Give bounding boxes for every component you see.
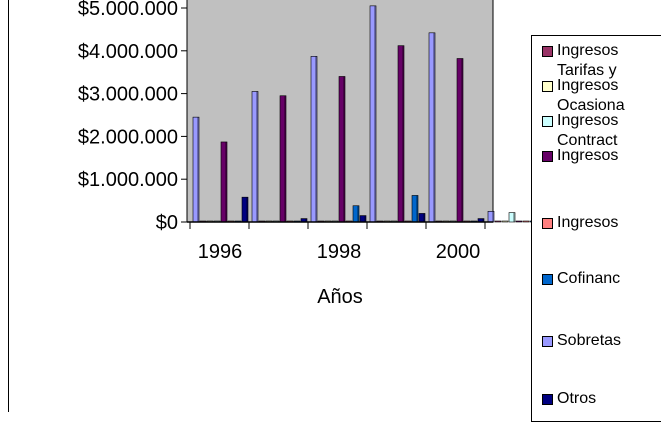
legend-label: Otros	[557, 390, 597, 407]
bar-shade	[246, 197, 248, 222]
legend-label: Ingresos	[557, 42, 619, 59]
x-tick-label: 1998	[317, 241, 362, 263]
plot-area: $0 $1.000.000 $2.000.000 $3.000.000 $4.000.0…	[78, 0, 545, 263]
legend-item-continuation: Ocasiona	[557, 97, 625, 114]
legend-item-continuation: Tarifas y	[557, 62, 617, 79]
y-tick-label: $4.000.000	[78, 41, 178, 63]
bar-shade	[461, 58, 463, 223]
bar	[501, 220, 509, 223]
bar-shade	[374, 5, 376, 222]
bar-shade	[357, 205, 359, 222]
legend-label: Ingresos	[557, 77, 619, 94]
bar-shade	[256, 91, 258, 223]
bar-shade	[433, 32, 435, 222]
y-tick-label: $2.000.000	[78, 126, 178, 148]
legend-swatch	[542, 394, 553, 405]
bar-shade	[315, 56, 317, 222]
bar-shade	[343, 76, 345, 222]
bar	[508, 212, 516, 223]
legend-label: Sobretas	[557, 332, 622, 349]
legend-swatch	[542, 116, 553, 127]
bar-shade	[482, 218, 484, 222]
x-tick-label: 1996	[198, 241, 243, 263]
bar-shade	[402, 45, 404, 222]
legend-label: Ingresos	[557, 112, 619, 129]
legend: Ingresos Tarifas y Ingresos Ocasiona Ingreso…	[531, 35, 661, 422]
bar	[515, 220, 523, 223]
legend-label: Ingresos	[557, 147, 619, 164]
bar-shade	[225, 141, 227, 222]
bar-shade	[284, 95, 286, 222]
x-axis-title: Años	[317, 286, 363, 308]
legend-swatch	[542, 46, 553, 57]
bar-shade	[197, 117, 199, 222]
legend-swatch	[542, 274, 553, 285]
legend-swatch	[542, 151, 553, 162]
legend-swatch	[542, 336, 553, 347]
y-tick-label: $5.000.000	[78, 0, 178, 20]
bar	[522, 220, 530, 223]
bar-shade	[416, 195, 418, 222]
y-tick-label: $3.000.000	[78, 84, 178, 106]
x-tick-label: 2000	[436, 241, 481, 263]
y-tick-label: $1.000.000	[78, 169, 178, 191]
frame-border-line	[8, 0, 9, 412]
bar-shade	[364, 215, 366, 222]
legend-swatch	[542, 81, 553, 92]
bar-shade	[423, 213, 425, 222]
bar	[494, 220, 502, 223]
bar-shade	[513, 212, 515, 222]
legend-item-continuation: Contract	[557, 132, 618, 149]
legend-label: Cofinanc	[557, 270, 621, 287]
bar-shade	[305, 218, 307, 222]
legend-swatch	[542, 218, 553, 229]
y-tick-label: $0	[156, 212, 178, 234]
legend-label: Ingresos	[557, 214, 619, 231]
bar-shade	[492, 211, 494, 222]
